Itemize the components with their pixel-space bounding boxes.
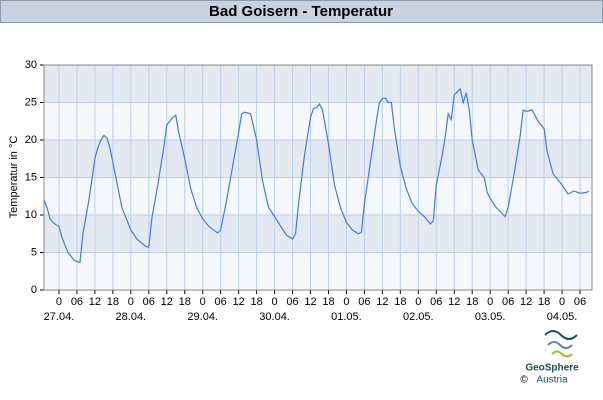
date-label: 02.05. (403, 311, 434, 323)
date-label: 04.05. (547, 311, 578, 323)
x-tick-label: 06 (574, 296, 586, 308)
logo-name: GeoSphere (525, 363, 579, 374)
x-tick-label: 0 (415, 296, 421, 308)
x-tick-label: 12 (233, 296, 245, 308)
x-tick-label: 18 (538, 296, 550, 308)
chart-title: Bad Goisern - Temperatur (209, 3, 393, 20)
x-tick-label: 18 (179, 296, 191, 308)
x-tick-label: 12 (89, 296, 101, 308)
x-tick-label: 06 (215, 296, 227, 308)
x-tick-label: 18 (394, 296, 406, 308)
y-axis-label: Temperatur in °C (8, 136, 20, 219)
x-tick-label: 0 (128, 296, 134, 308)
x-tick-label: 0 (200, 296, 206, 308)
x-tick-label: 0 (343, 296, 349, 308)
x-tick-label: 06 (430, 296, 442, 308)
x-tick-label: 12 (520, 296, 532, 308)
y-tick-label: 25 (25, 96, 37, 108)
y-tick-label: 10 (25, 209, 37, 221)
date-label: 01.05. (331, 311, 362, 323)
x-tick-label: 18 (250, 296, 262, 308)
x-tick-label: 06 (502, 296, 514, 308)
x-tick-label: 12 (161, 296, 173, 308)
x-tick-label: 06 (358, 296, 370, 308)
band (44, 215, 592, 253)
x-tick-label: 12 (304, 296, 316, 308)
x-tick-label: 18 (107, 296, 119, 308)
x-tick-label: 18 (322, 296, 334, 308)
plot-frame (43, 64, 593, 291)
x-tick-label: 06 (71, 296, 83, 308)
band (44, 140, 592, 178)
x-tick-label: 06 (286, 296, 298, 308)
y-tick-label: 30 (25, 59, 37, 71)
x-tick-label: 18 (466, 296, 478, 308)
date-label: 03.05. (475, 311, 506, 323)
y-tick-label: 15 (25, 171, 37, 183)
date-label: 29.04. (187, 311, 218, 323)
y-tick-label: 20 (25, 134, 37, 146)
x-tick-label: 0 (559, 296, 565, 308)
y-tick-label: 0 (31, 284, 37, 296)
logo-icon (544, 330, 578, 358)
date-label: 27.04. (44, 311, 75, 323)
copyright: © (520, 375, 528, 386)
temperature-line (43, 87, 590, 264)
band (44, 65, 592, 103)
date-label: 30.04. (259, 311, 290, 323)
x-tick-label: 0 (487, 296, 493, 308)
logo-sub: Austria (536, 375, 568, 386)
x-tick-label: 06 (143, 296, 155, 308)
y-tick-label: 5 (31, 246, 37, 258)
x-tick-label: 0 (56, 296, 62, 308)
x-tick-label: 12 (448, 296, 460, 308)
x-tick-label: 0 (272, 296, 278, 308)
x-tick-label: 12 (376, 296, 388, 308)
date-label: 28.04. (116, 311, 147, 323)
